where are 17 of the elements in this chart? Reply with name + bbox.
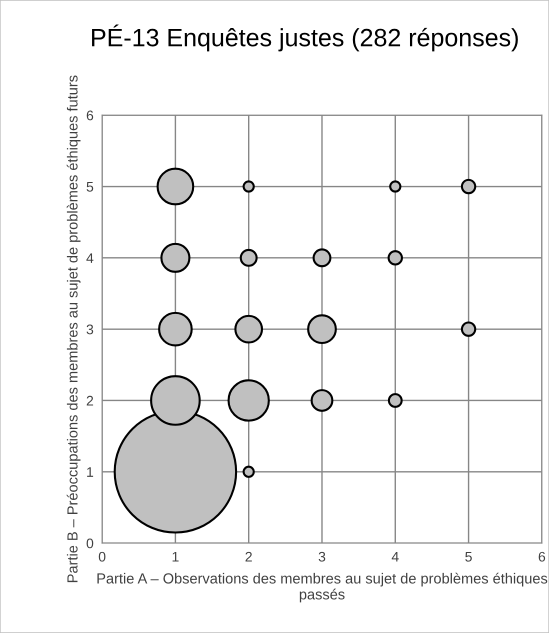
y-tick-label: 4 <box>86 253 94 263</box>
y-tick-label: 2 <box>86 396 94 406</box>
x-axis-title: Partie A – Observations des membres au sujet de problèmes éthiques passés <box>97 572 548 602</box>
y-axis-title: Partie B – Préoccupations des membres au sujet de problèmes éthiques futurs <box>66 76 80 582</box>
x-tick-label: 3 <box>318 552 326 562</box>
chart-title: PÉ-13 Enquêtes justes (282 réponses) <box>92 24 518 52</box>
y-tick-label: 1 <box>87 467 94 477</box>
x-tick-label: 4 <box>392 552 399 562</box>
x-tick-label: 1 <box>172 552 179 562</box>
x-tick-label: 0 <box>98 552 106 562</box>
y-tick-label: 0 <box>86 538 94 548</box>
y-tick-label: 3 <box>86 324 94 334</box>
y-tick-label: 6 <box>86 110 94 120</box>
x-tick-label: 6 <box>538 552 546 562</box>
y-tick-label: 5 <box>86 182 94 192</box>
x-tick-label: 5 <box>465 552 472 562</box>
x-tick-label: 2 <box>246 552 252 562</box>
